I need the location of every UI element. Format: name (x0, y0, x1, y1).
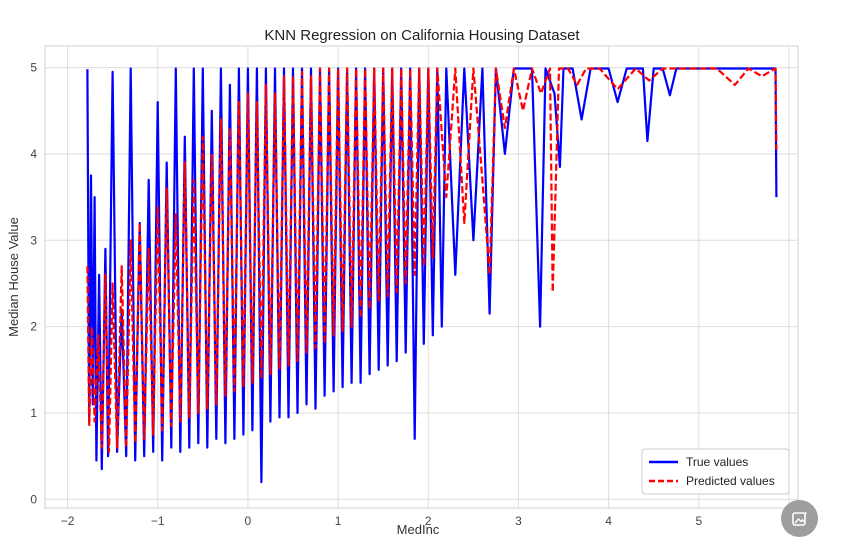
series-line-predicted-values (86, 67, 778, 453)
x-tick-label: 0 (245, 514, 252, 528)
y-tick-label: 4 (30, 147, 37, 161)
image-sparkle-icon (791, 510, 807, 526)
x-tick-label: 2 (425, 514, 432, 528)
image-edit-button[interactable] (781, 500, 818, 537)
chart-title: KNN Regression on California Housing Dat… (264, 27, 580, 44)
y-tick-label: 5 (30, 61, 37, 75)
x-axis-label: MedInc (397, 522, 440, 537)
y-tick-label: 2 (30, 320, 37, 334)
legend-label-true: True values (686, 455, 748, 469)
x-tick-label: 5 (695, 514, 702, 528)
y-tick-labels: 0 1 2 3 4 5 (30, 61, 37, 507)
x-tick-label: −1 (151, 514, 165, 528)
grid (45, 46, 798, 508)
legend-box (641, 448, 790, 495)
legend-label-predicted: Predicted values (686, 474, 775, 488)
legend: True values Predicted values (641, 448, 790, 495)
x-tick-label: 3 (515, 514, 522, 528)
y-tick-label: 1 (30, 406, 37, 420)
series-layer (86, 67, 778, 484)
x-tick-label: 4 (605, 514, 612, 528)
x-tick-label: 1 (335, 514, 342, 528)
x-tick-label: −2 (61, 514, 75, 528)
y-axis-label: Median House Value (6, 217, 21, 337)
y-tick-label: 3 (30, 233, 37, 247)
y-tick-label: 0 (30, 492, 37, 506)
